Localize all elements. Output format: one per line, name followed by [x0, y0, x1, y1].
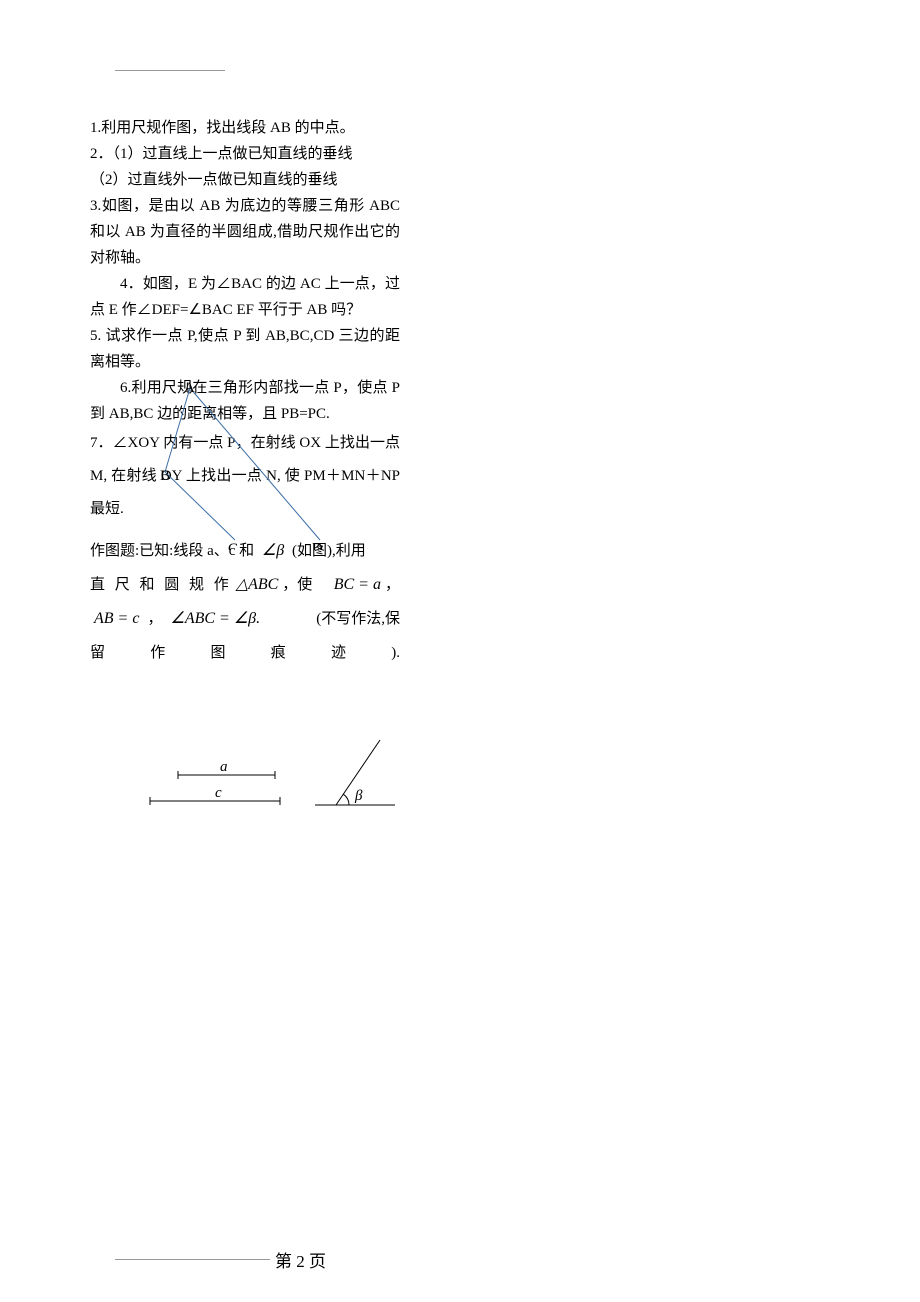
page-number: 第 2 页: [275, 1247, 326, 1272]
footer-rule: [115, 1259, 270, 1260]
text-segment: 作图题:已知:线段 a、c 和 ∠β (如图),利用: [90, 534, 366, 568]
problem-1: 1.利用尺规作图，找出线段 AB 的中点。: [90, 115, 400, 141]
problem-6: 6.利用尺规在三角形内部找一点 P，使点 P 到 AB,BC 边的距离相等，且 …: [90, 375, 400, 427]
math-angle-abc-eq-beta: ∠ABC = ∠β.: [170, 602, 260, 636]
text-comma: ，: [385, 568, 400, 602]
problem-3: 3.如图，是由以 AB 为底边的等腰三角形 ABC 和以 AB 为直径的半圆组成…: [90, 193, 400, 271]
construction-problem: 作图题:已知:线段 a、c 和 ∠β (如图),利用 直 尺 和 圆 规 作 △…: [90, 534, 400, 670]
text-segment: ，使: [282, 568, 312, 602]
text-segment: 直 尺 和 圆 规 作: [90, 568, 232, 602]
math-bc-eq-a: BC = a: [334, 568, 381, 602]
label-angle-beta: β: [354, 788, 363, 804]
label-seg-a: a: [220, 759, 228, 775]
label-seg-c: c: [215, 785, 222, 801]
given-segments-figure: a c β: [90, 735, 400, 825]
problem-2-1: 2．（1）过直线上一点做已知直线的垂线: [90, 141, 400, 167]
problem-4: 4．如图，E 为∠BAC 的边 AC 上一点，过点 E 作∠DEF=∠BAC E…: [90, 271, 400, 323]
header-rule: [115, 70, 225, 71]
math-ab-eq-c: AB = c: [94, 602, 139, 636]
problem-5: 5. 试求作一点 P,使点 P 到 AB,BC,CD 三边的距离相等。: [90, 323, 400, 375]
problem-7: 7．∠XOY 内有一点 P，在射线 OX 上找出一点 M, 在射线 OY 上找出…: [90, 427, 400, 526]
math-triangle-abc: △ABC: [236, 568, 279, 602]
document-body: 1.利用尺规作图，找出线段 AB 的中点。 2．（1）过直线上一点做已知直线的垂…: [90, 115, 400, 670]
text-comma: ，: [147, 602, 162, 636]
text-segment: (不写作法,保: [316, 602, 400, 636]
problem-2-2: （2）过直线外一点做已知直线的垂线: [90, 167, 400, 193]
text-segment: 留 作 图 痕 迹 ).: [90, 636, 400, 670]
math-angle-beta: ∠β: [262, 542, 284, 559]
